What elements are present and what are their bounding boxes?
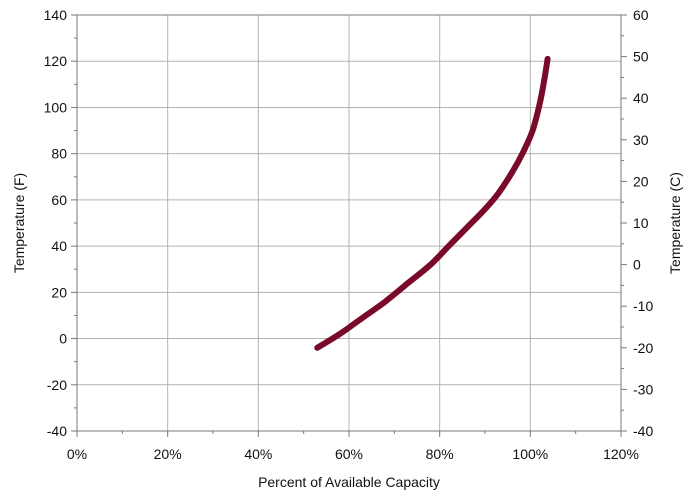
y2-tick-label: -20 <box>633 340 653 356</box>
x-tick-label: 100% <box>512 446 548 462</box>
x-axis-label: Percent of Available Capacity <box>258 474 440 490</box>
y2-tick-label: -40 <box>633 423 653 439</box>
y-tick-label: 140 <box>44 7 68 23</box>
grid <box>76 14 622 432</box>
x-tick-label: 120% <box>603 446 639 462</box>
ticks <box>71 14 627 437</box>
y-tick-label: -20 <box>47 377 67 393</box>
y-tick-label: 100 <box>44 99 68 115</box>
y-tick-label: -40 <box>47 423 67 439</box>
y2-tick-label: 30 <box>633 132 649 148</box>
series <box>314 55 551 351</box>
y-tick-label: 0 <box>59 331 67 347</box>
y-tick-label: 60 <box>51 192 67 208</box>
series-line <box>314 55 551 351</box>
y2-tick-label: -10 <box>633 298 653 314</box>
y2-tick-label: 10 <box>633 215 649 231</box>
y-axis-label: Temperature (F) <box>11 173 27 273</box>
y-tick-label: 20 <box>51 284 67 300</box>
y-tick-label: 80 <box>51 146 67 162</box>
x-tick-label: 0% <box>67 446 87 462</box>
y2-tick-label: 60 <box>633 7 649 23</box>
y2-tick-label: 40 <box>633 90 649 106</box>
y2-axis-label: Temperature (C) <box>667 172 683 274</box>
x-tick-label: 40% <box>244 446 272 462</box>
y2-tick-label: -30 <box>633 381 653 397</box>
x-tick-label: 80% <box>426 446 454 462</box>
x-tick-label: 20% <box>154 446 182 462</box>
y-tick-label: 40 <box>51 238 67 254</box>
x-tick-label: 60% <box>335 446 363 462</box>
y2-tick-label: 0 <box>633 257 641 273</box>
y-tick-label: 120 <box>44 53 68 69</box>
y2-tick-label: 50 <box>633 49 649 65</box>
y2-tick-label: 20 <box>633 173 649 189</box>
